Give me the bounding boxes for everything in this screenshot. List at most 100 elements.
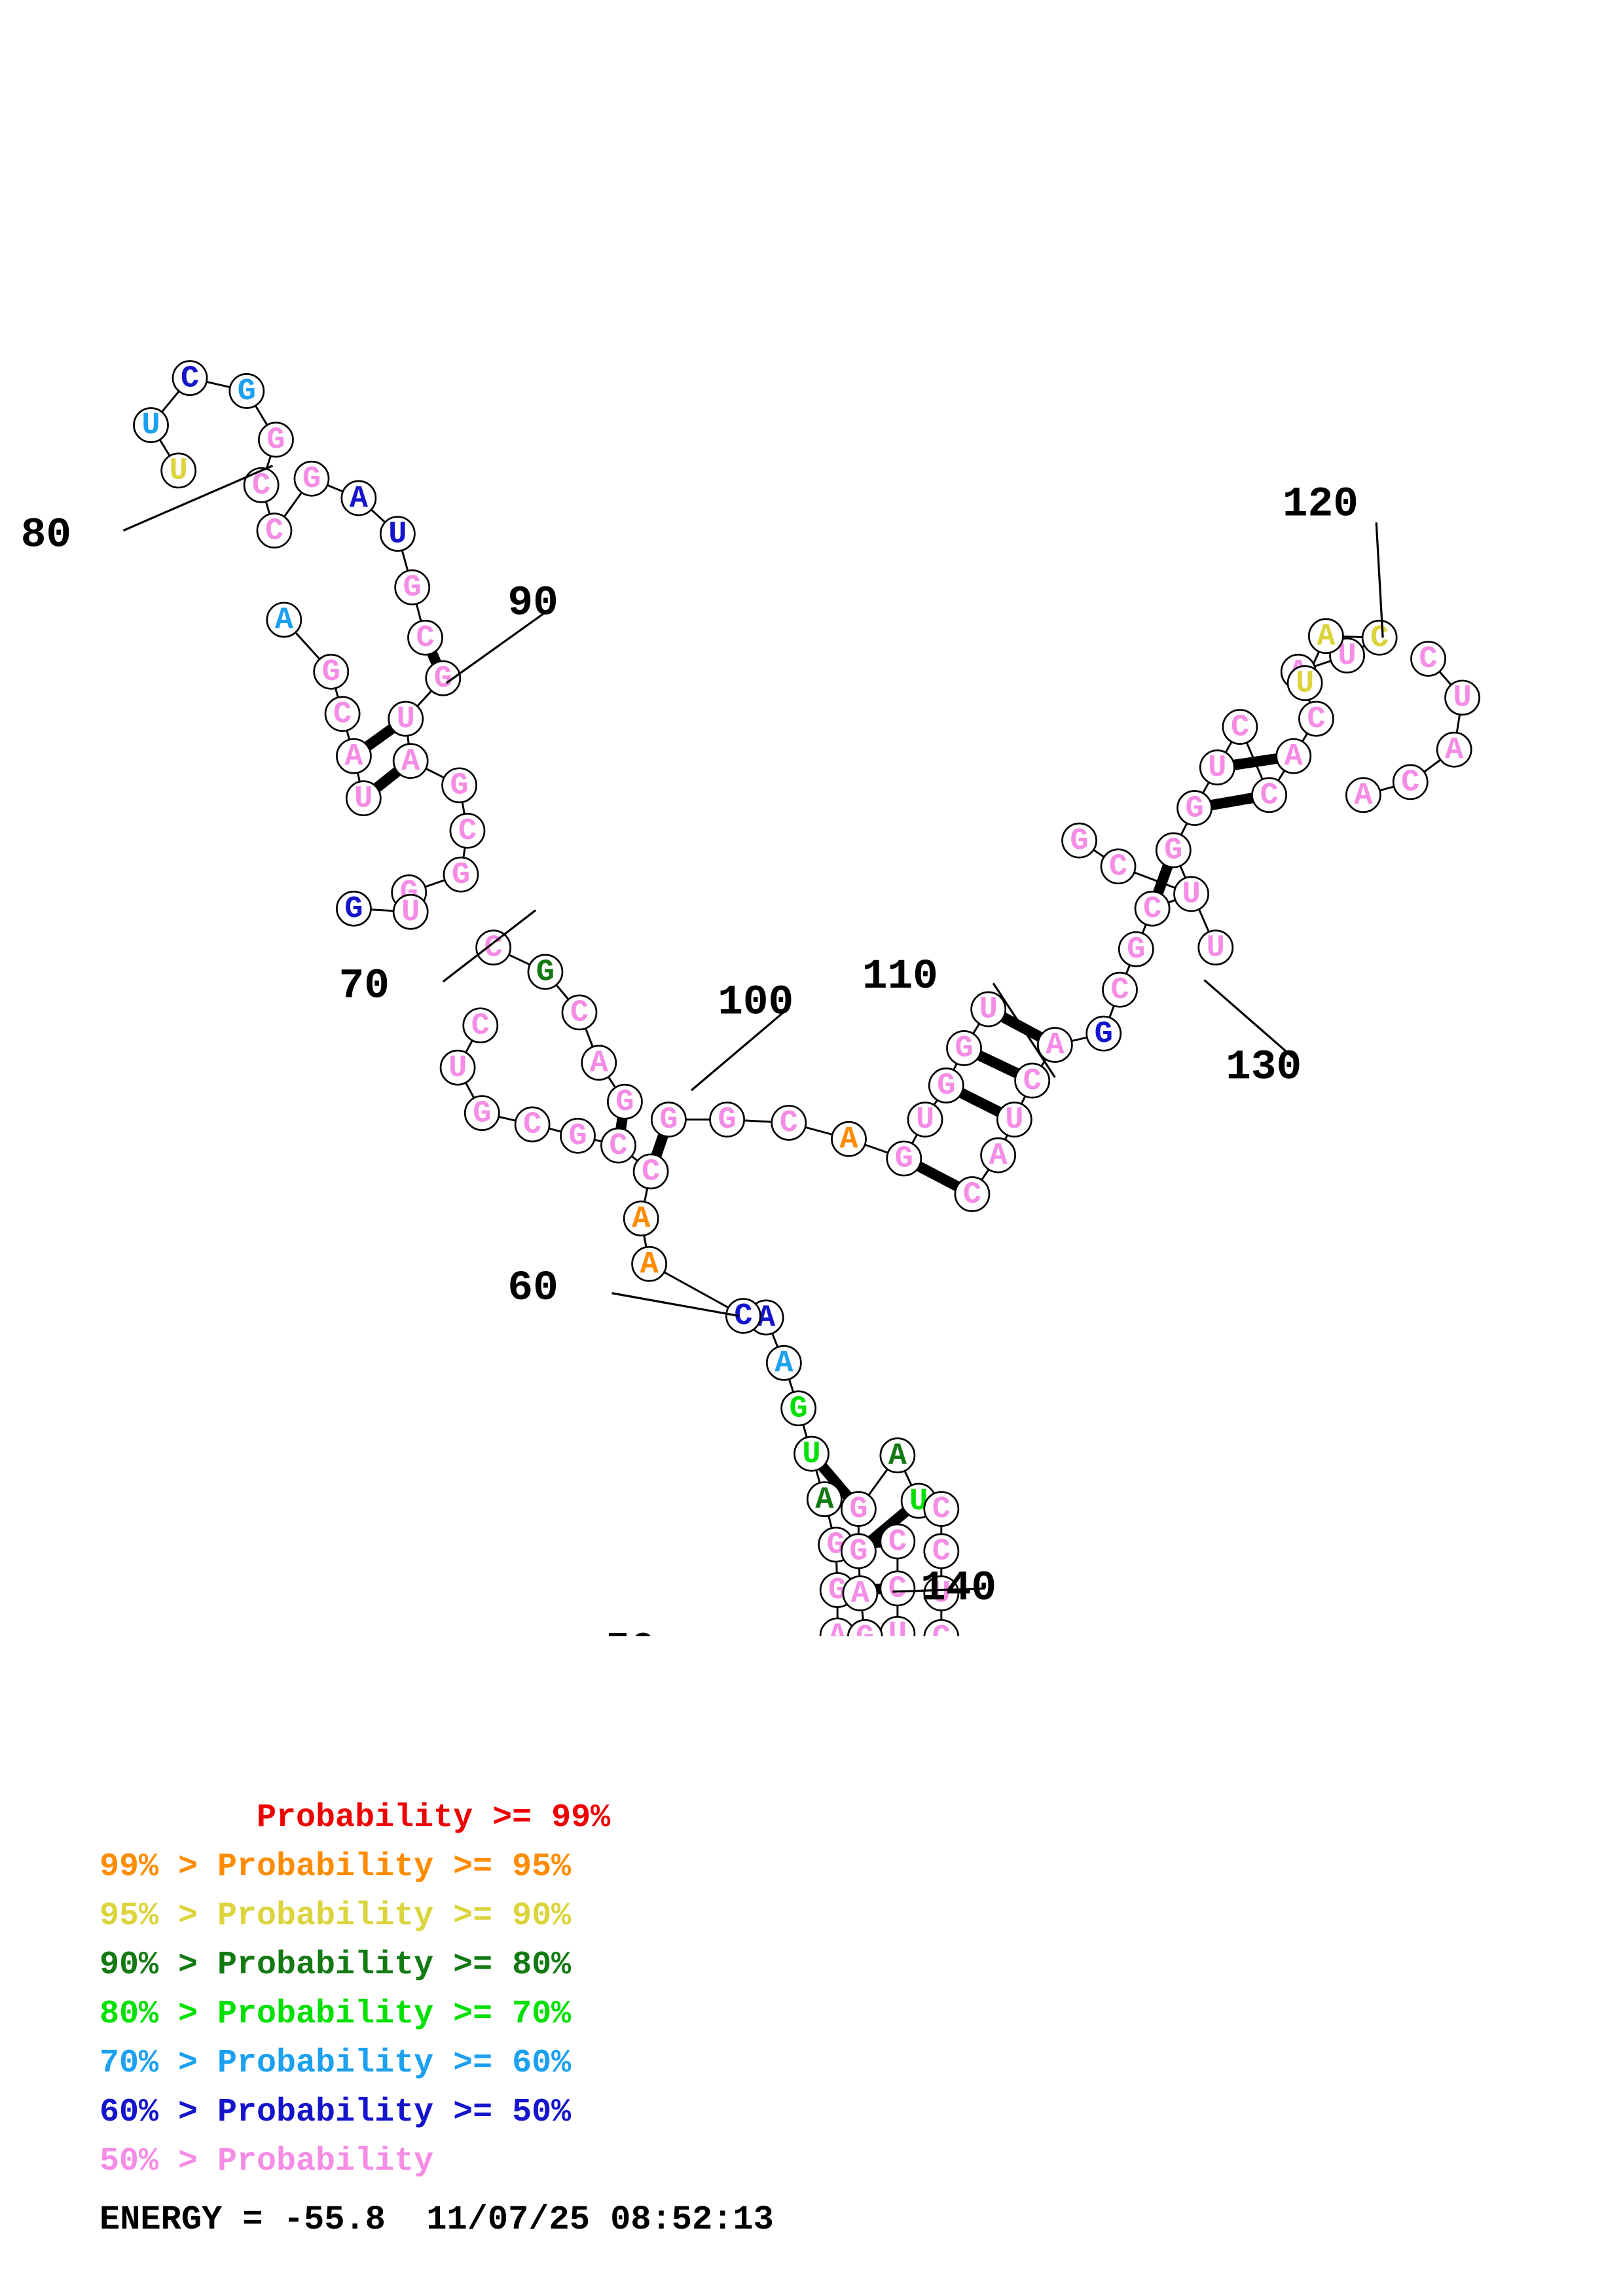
nucleotide-letter: C xyxy=(932,1492,951,1527)
nucleotide-circle xyxy=(840,1491,877,1527)
nucleotide-circle xyxy=(1307,618,1344,655)
nucleotide-circle xyxy=(160,452,197,489)
nucleotide: C xyxy=(954,1176,991,1212)
nucleotide: A xyxy=(1275,738,1312,774)
nucleotide-letter: A xyxy=(989,1139,1008,1174)
nucleotide: U xyxy=(1444,679,1480,716)
nucleotide-letter: C xyxy=(888,1572,907,1607)
legend-row-3: 90% > Probability >= 80% xyxy=(100,1946,572,1984)
nucleotide-circle xyxy=(172,360,208,396)
nucleotide-circle xyxy=(886,1140,922,1177)
base-pair-bond xyxy=(958,1088,1002,1117)
nucleotide-letter: G xyxy=(434,662,452,696)
nucleotide: U xyxy=(970,991,1007,1028)
nucleotide-letter: C xyxy=(458,814,477,849)
nucleotide: U xyxy=(133,407,169,443)
nucleotide-circle xyxy=(1251,777,1287,814)
nucleotide: G xyxy=(840,1491,877,1527)
nucleotide: C xyxy=(923,1619,960,1636)
nucleotide-letter: A xyxy=(1046,1028,1065,1063)
nucleotide: U xyxy=(923,1575,960,1611)
nucleotide-letter: A xyxy=(1317,620,1336,655)
nucleotide-circle xyxy=(600,1127,636,1164)
nucleotide: C xyxy=(879,1570,916,1607)
nucleotide: C xyxy=(561,994,598,1031)
nucleotide-letter: C xyxy=(1110,973,1129,1008)
nucleotide-letter: G xyxy=(1164,834,1182,869)
nucleotide: G xyxy=(946,1030,982,1066)
nucleotide-circle xyxy=(806,1481,843,1517)
index-leader-line xyxy=(1203,979,1294,1059)
nucleotide-circle xyxy=(725,1298,761,1334)
nucleotide: U xyxy=(879,1615,916,1636)
nucleotide-letter: U xyxy=(170,454,188,489)
index-leader-line xyxy=(445,609,549,684)
nucleotide: U xyxy=(1286,665,1323,701)
nucleotide-letter: U xyxy=(1208,751,1226,785)
nucleotide-letter: G xyxy=(344,892,363,927)
nucleotide-letter: U xyxy=(916,1103,934,1138)
base-pair-bond xyxy=(615,1117,628,1130)
nucleotide-circle xyxy=(780,1390,817,1427)
nucleotide-circle xyxy=(709,1102,745,1138)
nucleotide-circle xyxy=(449,812,486,849)
index-label-80: 80 xyxy=(21,512,71,560)
nucleotide: A xyxy=(1436,731,1472,768)
nucleotide: C xyxy=(1100,848,1137,885)
nucleotide-circle xyxy=(407,619,443,656)
nucleotide-letter: U xyxy=(388,517,407,552)
nucleotide-letter: A xyxy=(888,1439,907,1473)
nucleotide: G xyxy=(780,1390,817,1427)
index-label-layer: 1020304050607080901001101201301401501701… xyxy=(21,464,1384,1636)
nucleotide: U xyxy=(439,1049,476,1086)
legend-row-4: 80% > Probability >= 70% xyxy=(100,1996,572,2033)
nucleotide-circle xyxy=(258,422,294,458)
nucleotide-letter: A xyxy=(401,744,420,779)
nucleotide: U xyxy=(793,1435,830,1472)
nucleotide-letter: A xyxy=(1354,778,1373,813)
nucleotide: G xyxy=(607,1083,643,1120)
nucleotide-letter: U xyxy=(979,993,998,1028)
nucleotide: G xyxy=(228,373,265,409)
nucleotide: G xyxy=(443,856,479,893)
base-pair-bond xyxy=(818,1463,852,1499)
nucleotide: C xyxy=(1361,619,1398,656)
nucleotide: C xyxy=(1298,700,1334,737)
nucleotide-circle xyxy=(1176,790,1213,826)
nucleotide-circle xyxy=(923,1533,960,1570)
nucleotide: U xyxy=(907,1102,943,1138)
nucleotide-letter: A xyxy=(1285,740,1304,774)
nucleotide: A xyxy=(831,1121,867,1157)
base-pair-bond xyxy=(977,1050,1019,1079)
nucleotide-circle xyxy=(632,1153,669,1190)
nucleotide-letter: U xyxy=(1182,878,1200,912)
nucleotide: A xyxy=(1307,618,1344,655)
nucleotide: G xyxy=(293,460,330,497)
nucleotide: G xyxy=(1061,822,1097,859)
nucleotide-circle xyxy=(462,1007,499,1044)
index-label-140: 140 xyxy=(921,1564,996,1612)
rna-structure-diagram: ACGUGACAACGACCCUGUUGUCGCACAAUAACGCCAUCCA… xyxy=(21,360,1480,1636)
index-leader-line xyxy=(691,1008,788,1092)
index-leader-line xyxy=(892,1587,985,1593)
nucleotide-letter: A xyxy=(344,740,363,774)
nucleotide-letter: A xyxy=(815,1482,834,1517)
nucleotide-letter: C xyxy=(265,514,283,548)
nucleotide-letter: C xyxy=(642,1155,660,1190)
nucleotide-circle xyxy=(340,480,377,516)
nucleotide-circle xyxy=(1410,641,1446,677)
probability-legend: Probability >= 99% 99% > Probability >= 9… xyxy=(0,1793,1623,2239)
nucleotide-letter: G xyxy=(615,1085,634,1120)
legend-row-0: Probability >= 99% xyxy=(100,1799,611,1837)
nucleotide: C xyxy=(475,929,512,965)
nucleotide-letter: G xyxy=(403,571,422,605)
nucleotide-letter: C xyxy=(1419,642,1437,677)
nucleotide-circle xyxy=(928,1067,964,1103)
nucleotide-circle xyxy=(996,1102,1032,1138)
nucleotide-circle xyxy=(793,1435,830,1472)
index-label-130: 130 xyxy=(1226,1044,1302,1092)
nucleotide-letter: C xyxy=(1401,766,1419,800)
base-pair-bond xyxy=(917,1161,960,1191)
nucleotide: G xyxy=(313,653,350,690)
nucleotide-circle xyxy=(293,460,330,497)
